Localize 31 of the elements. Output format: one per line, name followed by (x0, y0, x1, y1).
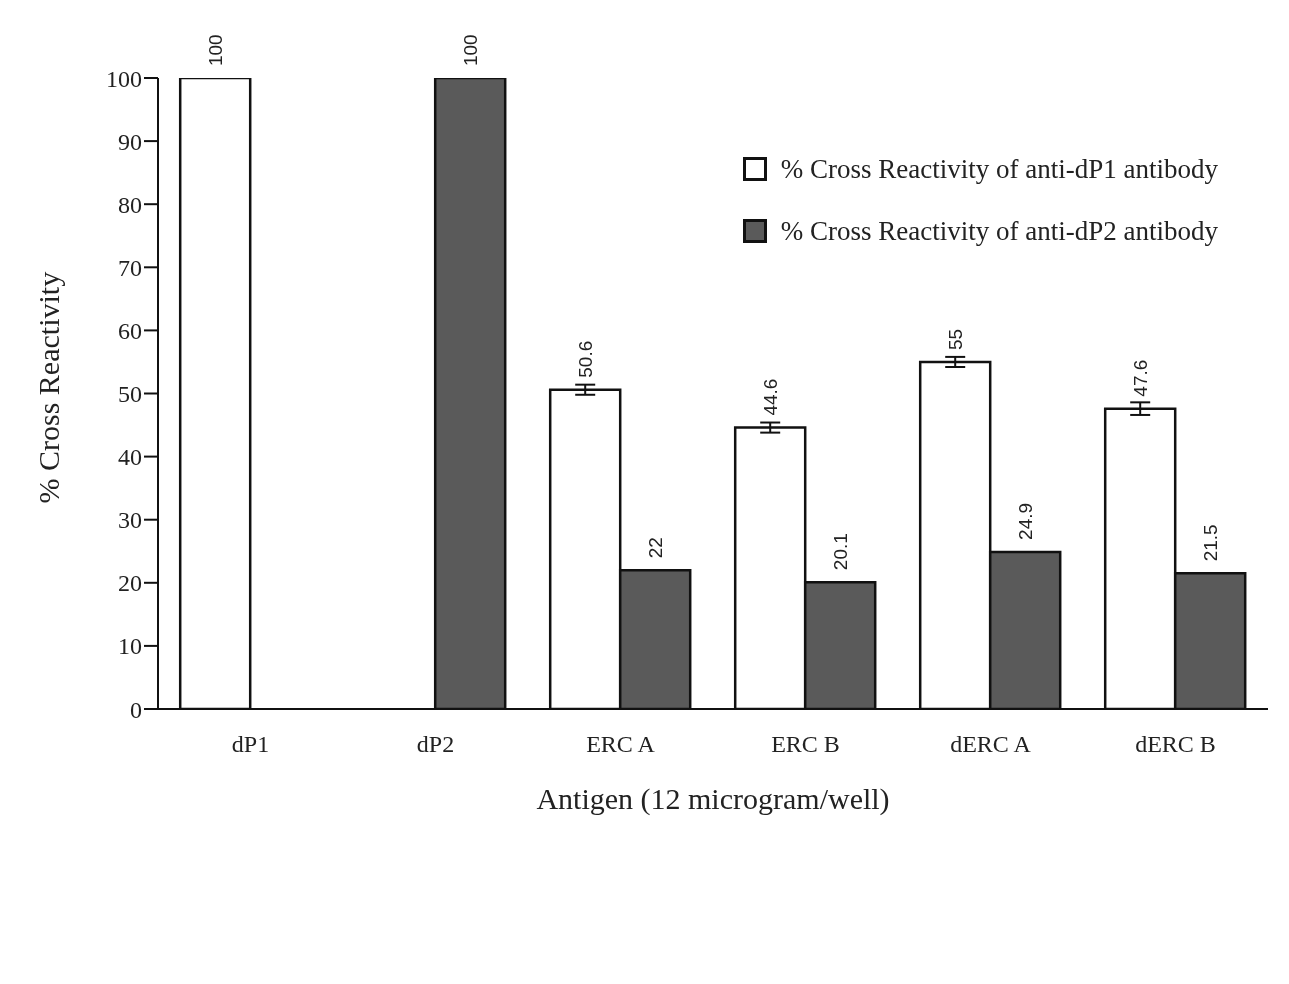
x-tick-label: dERC A (950, 731, 1032, 758)
x-tick-label: dP1 (231, 731, 270, 758)
y-tick-label: 100 (106, 65, 142, 92)
data-label: 100 (459, 34, 481, 66)
y-tick-label: 90 (118, 128, 142, 155)
legend-label: % Cross Reactivity of anti-dP1 antibody (780, 153, 1218, 185)
y-tick-label: 40 (118, 444, 142, 471)
y-axis-title: % Cross Reactivity (31, 271, 65, 504)
y-tick-label: 80 (118, 191, 142, 218)
x-axis-title: Antigen (12 microgram/well) (536, 782, 890, 816)
x-tick-label: ERC B (771, 731, 840, 758)
data-label: 55 (944, 328, 966, 350)
y-tick-label: 0 (130, 696, 142, 723)
y-tick-label: 60 (118, 317, 142, 344)
x-tick-label: ERC A (586, 731, 656, 758)
data-label: 47.6 (1129, 359, 1151, 397)
data-label: 24.9 (1014, 502, 1036, 540)
data-label: 50.6 (574, 340, 596, 378)
legend-label: % Cross Reactivity of anti-dP2 antibody (780, 215, 1218, 247)
data-label: 21.5 (1199, 524, 1221, 562)
data-label: 20.1 (829, 533, 851, 571)
y-tick-label: 10 (118, 633, 142, 660)
data-label: 44.6 (759, 378, 781, 416)
y-tick-label: 50 (118, 381, 142, 408)
x-tick-label: dP2 (416, 731, 455, 758)
x-tick-label: dERC B (1135, 731, 1216, 758)
y-tick-label: 30 (118, 507, 142, 534)
data-label: 22 (644, 537, 666, 559)
y-tick-label: 70 (118, 254, 142, 281)
data-label: 100 (204, 34, 226, 66)
y-tick-label: 20 (118, 570, 142, 597)
